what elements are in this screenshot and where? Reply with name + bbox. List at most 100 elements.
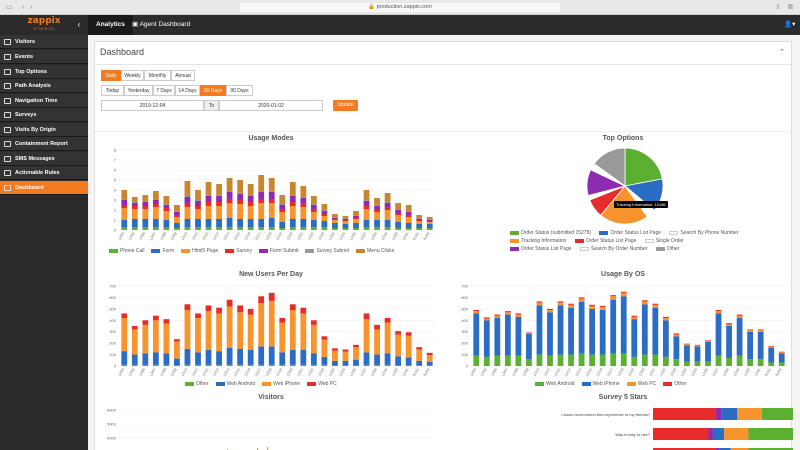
sidebar-item-top-options[interactable]: Top Options [0,65,88,79]
range-7days-button[interactable]: 7 Days [153,85,175,96]
bar-segment [536,301,543,303]
bar-segment [641,300,648,302]
user-menu[interactable]: 👤▾ [784,15,795,35]
legend-swatch [181,248,191,253]
bar-segment [300,227,307,230]
x-tick-label: 12/06 [138,231,146,241]
bar-segment [268,227,275,230]
y-tick-label: 400 [109,318,116,323]
range-today-button[interactable]: Today [101,85,124,96]
back-icon[interactable]: ‹ [22,4,25,11]
bar-segment [736,355,743,366]
bar-segment [216,202,222,206]
sidebar-item-visitors[interactable]: Visitors [0,35,88,49]
period-annual-button[interactable]: Annual [171,70,195,81]
sidebar-item-containment-report[interactable]: Containment Report [0,137,88,151]
bar-segment [342,349,349,352]
legend-item: Search By Phone Number [669,229,739,237]
legend-label: Other [674,381,687,387]
bar-segment [426,221,433,222]
bar-segment [195,201,201,206]
bar-segment [226,299,233,307]
bar-segment [226,306,233,348]
x-tick-label: 12/28 [370,367,378,377]
sidebar-item-sms-messages[interactable]: SMS Messages [0,152,88,166]
sidebar-toggle-icon[interactable]: ▭ [6,4,13,11]
bar-segment [483,356,490,366]
new-users-title: New Users Per Day [239,271,303,278]
sidebar-item-events[interactable]: Events [0,50,88,64]
filters-divider [95,131,793,132]
url-bar[interactable]: 🔒 production.zappix.com [240,3,560,12]
sidebar-item-navigation-time[interactable]: Navigation Time [0,94,88,108]
x-tick-label: 12/23 [317,231,325,241]
x-tick-label: 12/18 [617,367,625,377]
bar-segment [504,314,511,356]
legend-swatch [535,381,544,386]
period-daily-button[interactable]: Daily [101,70,121,81]
legend-label: Web iPhone [273,381,301,387]
bar-segment [321,356,328,365]
bar-segment [152,199,159,200]
bar-segment [353,359,359,366]
bar-segment [152,219,159,227]
bar-segment [526,332,532,334]
from-date-input[interactable]: 2019-12-04 [101,100,204,111]
sidebar-item-path-analysis[interactable]: Path Analysis [0,79,88,93]
bar-segment [289,364,296,366]
logo[interactable]: zappix STUDIO [0,15,88,35]
range-90days-button[interactable]: 90 Days [226,85,253,96]
sidebar-item-visits-by-origin[interactable]: Visits By Origin [0,123,88,137]
bar-segment [258,203,265,219]
x-tick-label: 12/08 [159,231,167,241]
bar-segment [405,212,412,215]
forward-icon[interactable]: › [30,4,33,11]
legend-swatch [215,381,225,386]
legend-label: Web Android [546,381,575,387]
x-tick-label: 12/16 [244,367,252,377]
chevron-up-icon[interactable]: ⌃ [779,49,785,56]
share-icon[interactable]: ⇧ [775,4,781,11]
sidebar-item-actionable-rules[interactable]: Actionable Rules [0,166,88,180]
bar-segment [405,217,412,223]
legend-label: Order Status List Page [585,238,637,244]
bar-segment [557,302,564,306]
bar-segment [652,304,659,308]
tab-analytics[interactable]: Analytics [88,15,133,35]
y-category-label: Was it easy to use? [615,432,651,437]
y-tick-label: 600 [109,295,116,300]
sidebar-item-dashboard[interactable]: Dashboard [0,181,88,195]
bar-segment [426,217,433,219]
tabs-icon[interactable]: ⧉ [788,4,793,11]
range-14days-button[interactable]: 14 Days [175,85,200,96]
bar-segment [363,200,370,201]
period-weekly-button[interactable]: Weekly [121,70,144,81]
bar-segment [300,198,307,203]
bar-segment [778,351,785,353]
bar-segment [374,206,380,210]
collapse-sidebar-button[interactable]: ‹ [70,15,88,35]
bar-segment [152,364,159,366]
period-monthly-button[interactable]: Monthly [144,70,171,81]
tab-agent-dashboard[interactable]: ▣ Agent Dashboard [132,15,190,35]
x-tick-label: 12/20 [638,367,646,377]
sidebar-item-surveys[interactable]: Surveys [0,108,88,122]
bar-segment [226,203,233,218]
update-button[interactable]: Update [333,100,358,111]
x-tick-label: 12/26 [349,231,357,241]
bar-segment [237,312,244,349]
range-30days-button[interactable]: 30 Days [200,85,226,96]
x-tick-label: 12/09 [170,367,178,377]
y-tick-label: 5000 [107,422,117,427]
sidebar-item-label: Visitors [15,39,36,45]
bar-segment [268,300,275,347]
bar-segment [778,362,785,366]
bar-segment [152,352,159,365]
to-date-input[interactable]: 2020-01-02 [219,100,323,111]
bar-segment [405,335,412,358]
bar-segment [321,210,328,211]
bar-segment [300,313,307,350]
bar-segment [374,324,380,330]
range-yesterday-button[interactable]: Yesterday [124,85,153,96]
